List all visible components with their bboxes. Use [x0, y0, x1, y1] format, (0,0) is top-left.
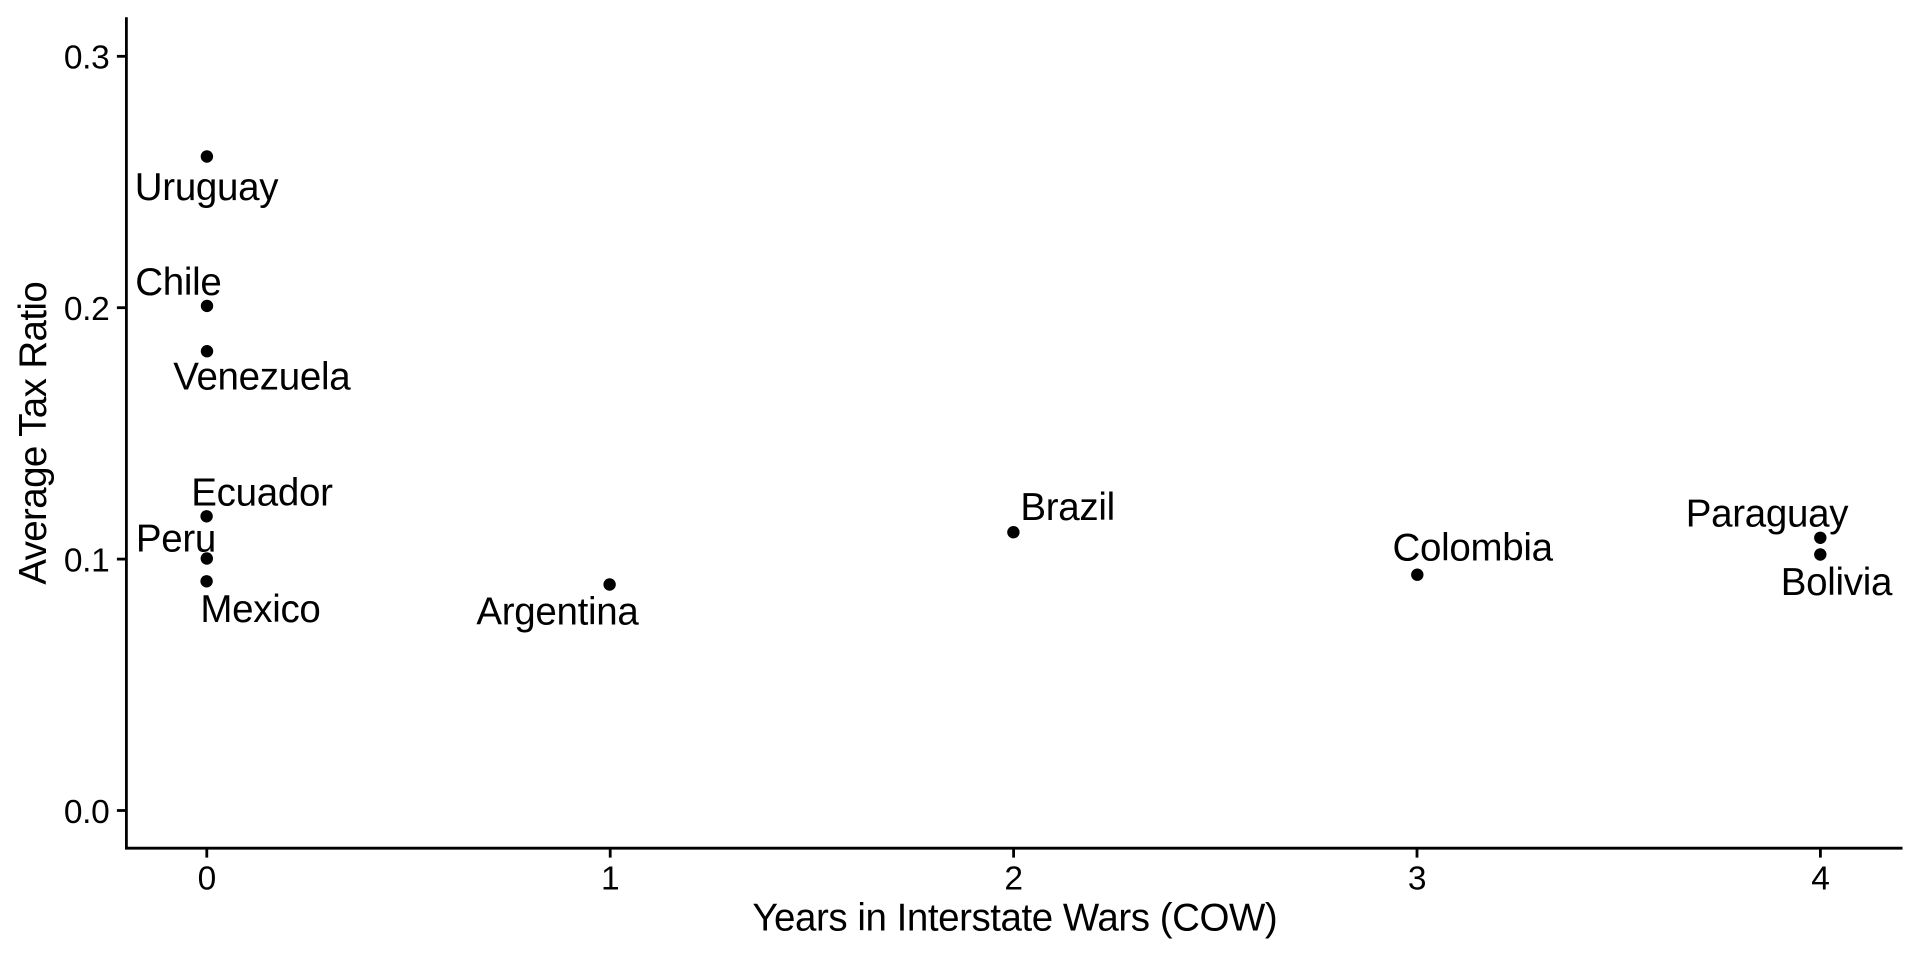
- svg-text:Bolivia: Bolivia: [1781, 561, 1893, 604]
- svg-text:Ecuador: Ecuador: [191, 471, 333, 514]
- svg-text:0.3: 0.3: [64, 40, 110, 77]
- svg-text:Brazil: Brazil: [1020, 486, 1114, 529]
- svg-text:0.0: 0.0: [64, 794, 110, 831]
- svg-text:Average Tax Ratio: Average Tax Ratio: [12, 282, 55, 585]
- svg-text:0.1: 0.1: [64, 543, 110, 580]
- svg-text:Mexico: Mexico: [200, 588, 320, 631]
- svg-text:Uruguay: Uruguay: [135, 166, 279, 209]
- svg-text:Years in Interstate Wars (COW): Years in Interstate Wars (COW): [752, 896, 1277, 939]
- svg-text:0.2: 0.2: [64, 291, 110, 328]
- svg-text:Colombia: Colombia: [1393, 526, 1554, 569]
- svg-text:Paraguay: Paraguay: [1686, 492, 1849, 535]
- svg-text:0: 0: [198, 861, 216, 898]
- svg-text:Peru: Peru: [136, 518, 216, 561]
- svg-text:Venezuela: Venezuela: [173, 356, 351, 399]
- svg-text:Argentina: Argentina: [476, 590, 639, 633]
- svg-text:1: 1: [601, 861, 619, 898]
- svg-text:Chile: Chile: [135, 261, 221, 304]
- svg-text:3: 3: [1408, 861, 1426, 898]
- svg-text:2: 2: [1004, 861, 1022, 898]
- svg-text:4: 4: [1811, 861, 1829, 898]
